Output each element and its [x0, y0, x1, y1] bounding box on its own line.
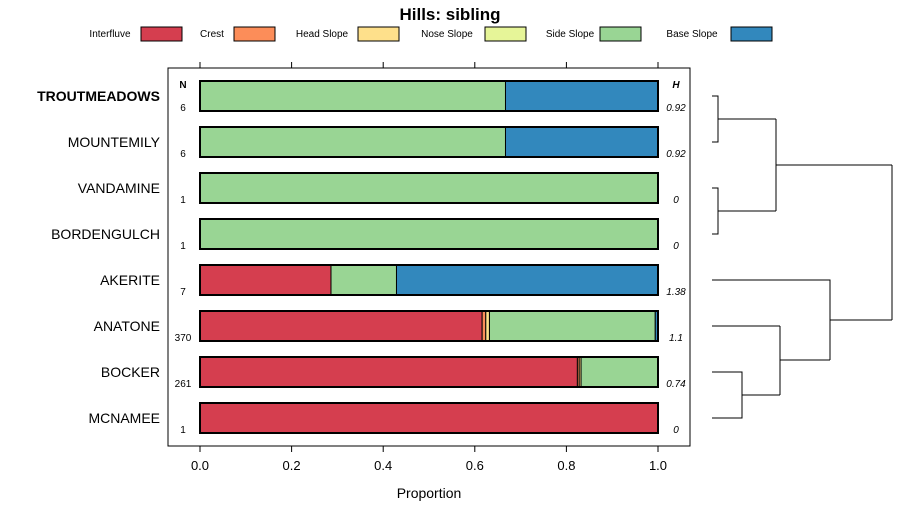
- x-axis-label: Proportion: [397, 485, 462, 501]
- legend-label-head-slope: Head Slope: [296, 29, 349, 40]
- dendrogram-branches: [712, 95, 893, 419]
- n-value: 261: [175, 379, 192, 390]
- category-label: AKERITE: [100, 272, 160, 288]
- bar-outline: [199, 218, 659, 250]
- bar-row-anatone: ANATONE 370 1.1: [94, 310, 683, 344]
- category-label: BOCKER: [101, 364, 160, 380]
- bar-outline: [199, 80, 659, 112]
- bar-row-bocker: BOCKER 261 0.74: [101, 356, 686, 390]
- bar-segment-side-slope: [199, 172, 659, 204]
- bar-outline: [199, 402, 659, 434]
- h-value: 0.92: [666, 149, 686, 160]
- bar-outline: [199, 310, 659, 342]
- n-column-header: N: [179, 80, 186, 91]
- bar-segment-side-slope: [488, 310, 656, 342]
- n-value: 7: [180, 287, 186, 298]
- bars: TROUTMEADOWS 6 0.92 MOUNTEMILY 6 0.92 VANDAMIN…: [37, 80, 686, 436]
- category-label: MCNAMEE: [88, 410, 160, 426]
- bar-outline: [199, 264, 659, 296]
- axes: 0.0 0.2 0.4 0.6 0.8 1.0: [191, 62, 667, 473]
- legend-label-side-slope: Side Slope: [546, 29, 595, 40]
- bar-segment-interfluve: [199, 356, 578, 388]
- h-value: 1.1: [669, 333, 683, 344]
- x-tick-label: 0.2: [283, 458, 301, 473]
- h-value: 1.38: [666, 287, 686, 298]
- category-label: VANDAMINE: [78, 180, 160, 196]
- legend-label-nose-slope: Nose Slope: [421, 29, 473, 40]
- dendrogram: [712, 95, 893, 419]
- bar-outline: [199, 356, 659, 388]
- bar-segment-base-slope: [395, 264, 659, 296]
- h-value: 0: [673, 241, 679, 252]
- n-value: 1: [180, 241, 186, 252]
- bar-segment-side-slope: [580, 356, 659, 388]
- bar-segment-side-slope: [199, 126, 506, 158]
- x-tick-label: 1.0: [649, 458, 667, 473]
- category-label: TROUTMEADOWS: [37, 88, 160, 104]
- n-value: 370: [175, 333, 192, 344]
- n-value: 1: [180, 195, 186, 206]
- h-value: 0.92: [666, 103, 686, 114]
- bar-segment-side-slope: [199, 218, 659, 250]
- bar-row-troutmeadows: TROUTMEADOWS 6 0.92: [37, 80, 686, 114]
- x-tick-label: 0.4: [374, 458, 392, 473]
- x-tick-label: 0.0: [191, 458, 209, 473]
- legend-label-interfluve: Interfluve: [89, 29, 131, 40]
- legend-swatch-nose-slope: [484, 26, 527, 42]
- bar-row-bordengulch: BORDENGULCH 1 0: [51, 218, 679, 252]
- bar-segment-interfluve: [199, 310, 483, 342]
- bar-segment-side-slope: [330, 264, 397, 296]
- h-value: 0.74: [666, 379, 686, 390]
- bar-outline: [199, 172, 659, 204]
- category-label: MOUNTEMILY: [68, 134, 161, 150]
- chart-title: Hills: sibling: [399, 5, 500, 24]
- bar-row-mcnamee: MCNAMEE 1 0: [88, 402, 679, 436]
- plot-frame: [167, 67, 691, 447]
- bar-segment-side-slope: [199, 80, 506, 112]
- category-label: ANATONE: [94, 318, 160, 334]
- x-tick-label: 0.8: [557, 458, 575, 473]
- h-value: 0: [673, 425, 679, 436]
- bar-segment-interfluve: [199, 402, 659, 434]
- legend-swatch-base-slope: [730, 26, 773, 42]
- bar-segment-base-slope: [504, 126, 659, 158]
- bar-outline: [199, 126, 659, 158]
- legend: Interfluve Crest Head Slope Nose Slope Side …: [89, 26, 773, 42]
- legend-swatch-crest: [233, 26, 276, 42]
- legend-label-base-slope: Base Slope: [666, 29, 718, 40]
- n-value: 6: [180, 149, 186, 160]
- legend-swatch-interfluve: [140, 26, 183, 42]
- h-column-header: H: [672, 80, 680, 91]
- x-tick-label: 0.6: [466, 458, 484, 473]
- legend-label-crest: Crest: [200, 29, 224, 40]
- n-value: 1: [180, 425, 186, 436]
- category-label: BORDENGULCH: [51, 226, 160, 242]
- bar-segment-base-slope: [504, 80, 659, 112]
- bar-segment-crest: [481, 310, 487, 342]
- bar-row-vandamine: VANDAMINE 1 0: [78, 172, 679, 206]
- bar-segment-head-slope: [485, 310, 490, 342]
- legend-swatch-side-slope: [599, 26, 642, 42]
- h-value: 0: [673, 195, 679, 206]
- n-value: 6: [180, 103, 186, 114]
- legend-swatch-head-slope: [357, 26, 400, 42]
- bar-row-mountemily: MOUNTEMILY 6 0.92: [68, 126, 686, 160]
- bar-segment-interfluve: [199, 264, 332, 296]
- bar-row-akerite: AKERITE 7 1.38: [100, 264, 686, 298]
